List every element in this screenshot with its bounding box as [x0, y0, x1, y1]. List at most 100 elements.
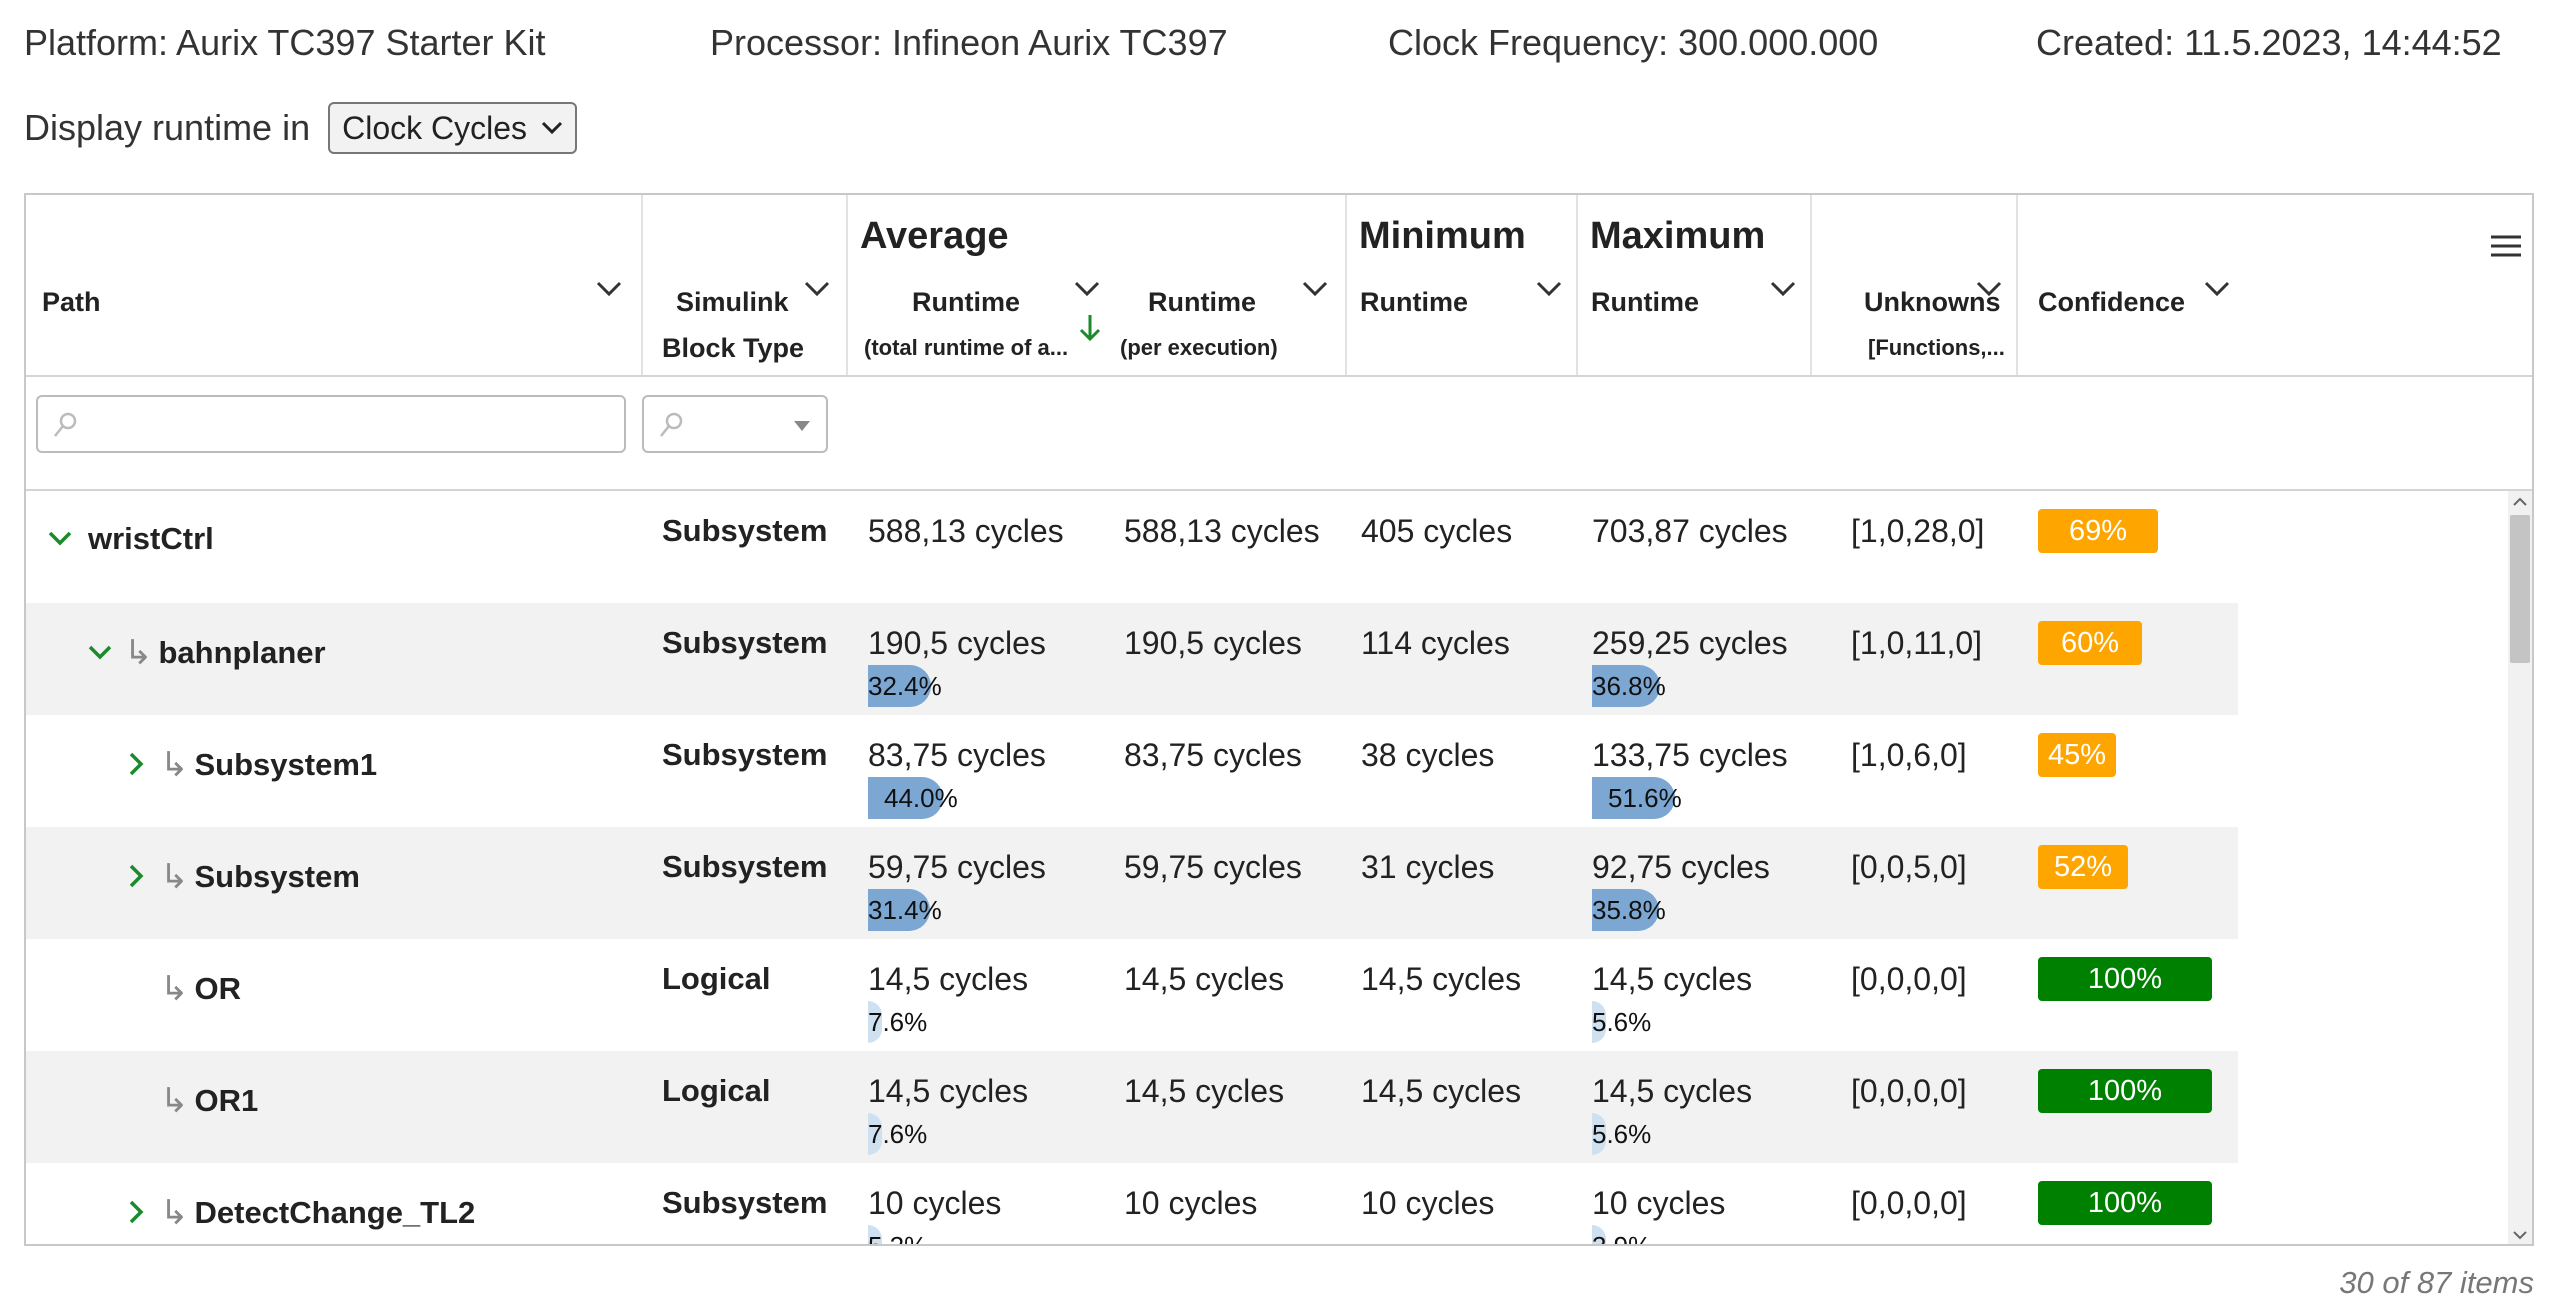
vertical-scrollbar[interactable] — [2508, 491, 2532, 1244]
row-name: wristCtrl — [88, 521, 214, 556]
group-minimum-title: Minimum — [1359, 215, 1526, 257]
row-max: 14,5 cycles — [1592, 961, 1753, 997]
chevron-right-icon[interactable] — [122, 750, 154, 780]
row-block-type: Subsystem — [662, 513, 828, 548]
chevron-down-icon[interactable] — [596, 281, 622, 297]
runtime-unit-label: Display runtime in — [24, 107, 311, 148]
row-block-type: Logical — [662, 1073, 771, 1108]
row-name: OR1 — [194, 1083, 259, 1118]
chevron-right-icon[interactable] — [122, 1198, 154, 1228]
row-path: ↳ Subsystem — [122, 857, 360, 897]
row-path: ↳ OR — [122, 969, 241, 1009]
row-max-percent-bar — [1592, 1001, 1606, 1043]
row-max: 133,75 cycles — [1592, 737, 1788, 773]
row-avg-per: 59,75 cycles — [1124, 849, 1302, 885]
row-max-percent-bar — [1592, 665, 1660, 707]
column-max-runtime[interactable]: Runtime — [1591, 287, 1699, 317]
toggle-spacer — [122, 1086, 154, 1116]
column-menu-icon[interactable] — [2490, 233, 2522, 259]
row-avg-per: 83,75 cycles — [1124, 737, 1302, 773]
row-confidence-badge: 69% — [2038, 509, 2158, 553]
row-path: ↳ OR1 — [122, 1081, 258, 1121]
search-icon — [660, 412, 683, 437]
processor-info: Processor: Infineon Aurix TC397 — [710, 22, 1228, 63]
row-name: Subsystem — [194, 859, 360, 894]
column-unknowns-sub: [Functions,... — [1868, 335, 2005, 360]
row-block-type: Subsystem — [662, 737, 828, 772]
child-arrow-icon: ↳ — [124, 634, 153, 672]
block-type-filter-select[interactable] — [642, 395, 828, 453]
column-avg-total-runtime[interactable]: Runtime — [912, 287, 1020, 317]
table-row[interactable]: ↳ DetectChange_TL2 Subsystem 10 cycles 10 cy… — [26, 1163, 2238, 1246]
row-avg-total: 10 cycles — [868, 1185, 1002, 1221]
chevron-right-icon[interactable] — [122, 862, 154, 892]
row-avg-percent-bar — [868, 665, 931, 707]
column-block-type[interactable]: Simulink — [676, 287, 789, 317]
chevron-down-icon[interactable] — [86, 638, 118, 668]
row-avg-percent-label: 44.0% — [884, 783, 958, 813]
row-avg-percent-bar — [868, 889, 930, 931]
column-path[interactable]: Path — [42, 287, 101, 317]
scroll-up-icon[interactable] — [2512, 497, 2528, 507]
table-row[interactable]: wristCtrl Subsystem 588,13 cycles 588,13 cy… — [26, 491, 2238, 603]
table-row[interactable]: ↳ Subsystem Subsystem 59,75 cycles 59,75 cyc… — [26, 827, 2238, 939]
row-max: 703,87 cycles — [1592, 513, 1788, 549]
child-arrow-icon: ↳ — [160, 858, 189, 896]
runtime-table: Average Minimum Maximum Path Simulink Bl… — [24, 193, 2534, 1246]
row-max: 259,25 cycles — [1592, 625, 1788, 661]
row-avg-per: 190,5 cycles — [1124, 625, 1302, 661]
caret-down-icon — [794, 421, 810, 431]
row-avg-percent-bar — [868, 777, 943, 819]
path-filter-input[interactable] — [36, 395, 626, 453]
row-unknowns: [1,0,11,0] — [1851, 625, 1983, 661]
row-avg-total: 83,75 cycles — [868, 737, 1046, 773]
row-max-percent-label: 3.9% — [1592, 1231, 1652, 1246]
chevron-down-icon[interactable] — [1976, 281, 2002, 297]
runtime-unit-select[interactable]: Clock Cycles — [328, 102, 578, 154]
chevron-down-icon[interactable] — [1302, 281, 1328, 297]
table-row[interactable]: ↳ OR Logical 14,5 cycles 14,5 cycles 14,5 cyc… — [26, 939, 2238, 1051]
row-min: 405 cycles — [1361, 513, 1513, 549]
scrollbar-thumb[interactable] — [2510, 515, 2530, 663]
column-confidence[interactable]: Confidence — [2038, 287, 2186, 317]
row-avg-percent-label: 5.2% — [868, 1231, 928, 1246]
runtime-unit-value: Clock Cycles — [342, 109, 528, 146]
row-min: 10 cycles — [1361, 1185, 1495, 1221]
row-max-percent-label: 51.6% — [1608, 783, 1682, 813]
row-avg-per: 14,5 cycles — [1124, 1073, 1285, 1109]
row-min: 14,5 cycles — [1361, 961, 1522, 997]
row-avg-percent-label: 7.6% — [868, 1007, 928, 1037]
chevron-down-icon[interactable] — [1770, 281, 1796, 297]
filter-row — [26, 375, 2532, 491]
table-row[interactable]: ↳ Subsystem1 Subsystem 83,75 cycles 83,75 cy… — [26, 715, 2238, 827]
sort-descending-icon[interactable] — [1078, 313, 1102, 343]
column-avg-per-execution[interactable]: Runtime — [1148, 287, 1256, 317]
table-header: Average Minimum Maximum Path Simulink Bl… — [26, 195, 2532, 377]
table-row[interactable]: ↳ OR1 Logical 14,5 cycles 14,5 cycles 14,5 cy… — [26, 1051, 2238, 1163]
row-unknowns: [0,0,0,0] — [1851, 1185, 1967, 1221]
column-avg-per-sub: (per execution) — [1120, 335, 1278, 360]
row-max-percent-label: 5.6% — [1592, 1119, 1652, 1149]
row-name: DetectChange_TL2 — [194, 1195, 476, 1230]
chevron-down-icon[interactable] — [804, 281, 830, 297]
column-min-runtime[interactable]: Runtime — [1360, 287, 1468, 317]
row-path: ↳ bahnplaner — [86, 633, 326, 673]
chevron-down-icon[interactable] — [1074, 281, 1100, 297]
item-count: 30 of 87 items — [2339, 1265, 2534, 1300]
chevron-down-icon[interactable] — [2204, 281, 2230, 297]
row-confidence-badge: 100% — [2038, 1069, 2212, 1113]
row-avg-total: 59,75 cycles — [868, 849, 1046, 885]
scroll-down-icon[interactable] — [2512, 1230, 2528, 1240]
row-block-type: Subsystem — [662, 1185, 828, 1220]
row-avg-per: 10 cycles — [1124, 1185, 1258, 1221]
group-average-title: Average — [860, 215, 1009, 257]
row-avg-total: 190,5 cycles — [868, 625, 1046, 661]
chevron-down-icon[interactable] — [46, 524, 78, 554]
row-max-percent-label: 36.8% — [1592, 671, 1666, 701]
row-confidence-badge: 45% — [2038, 733, 2116, 777]
row-path: ↳ Subsystem1 — [122, 745, 377, 785]
column-unknowns[interactable]: Unknowns — [1864, 287, 2001, 317]
table-row[interactable]: ↳ bahnplaner Subsystem 190,5 cycles 190,5 cy… — [26, 603, 2238, 715]
row-max-percent-bar — [1592, 1225, 1606, 1244]
chevron-down-icon[interactable] — [1536, 281, 1562, 297]
